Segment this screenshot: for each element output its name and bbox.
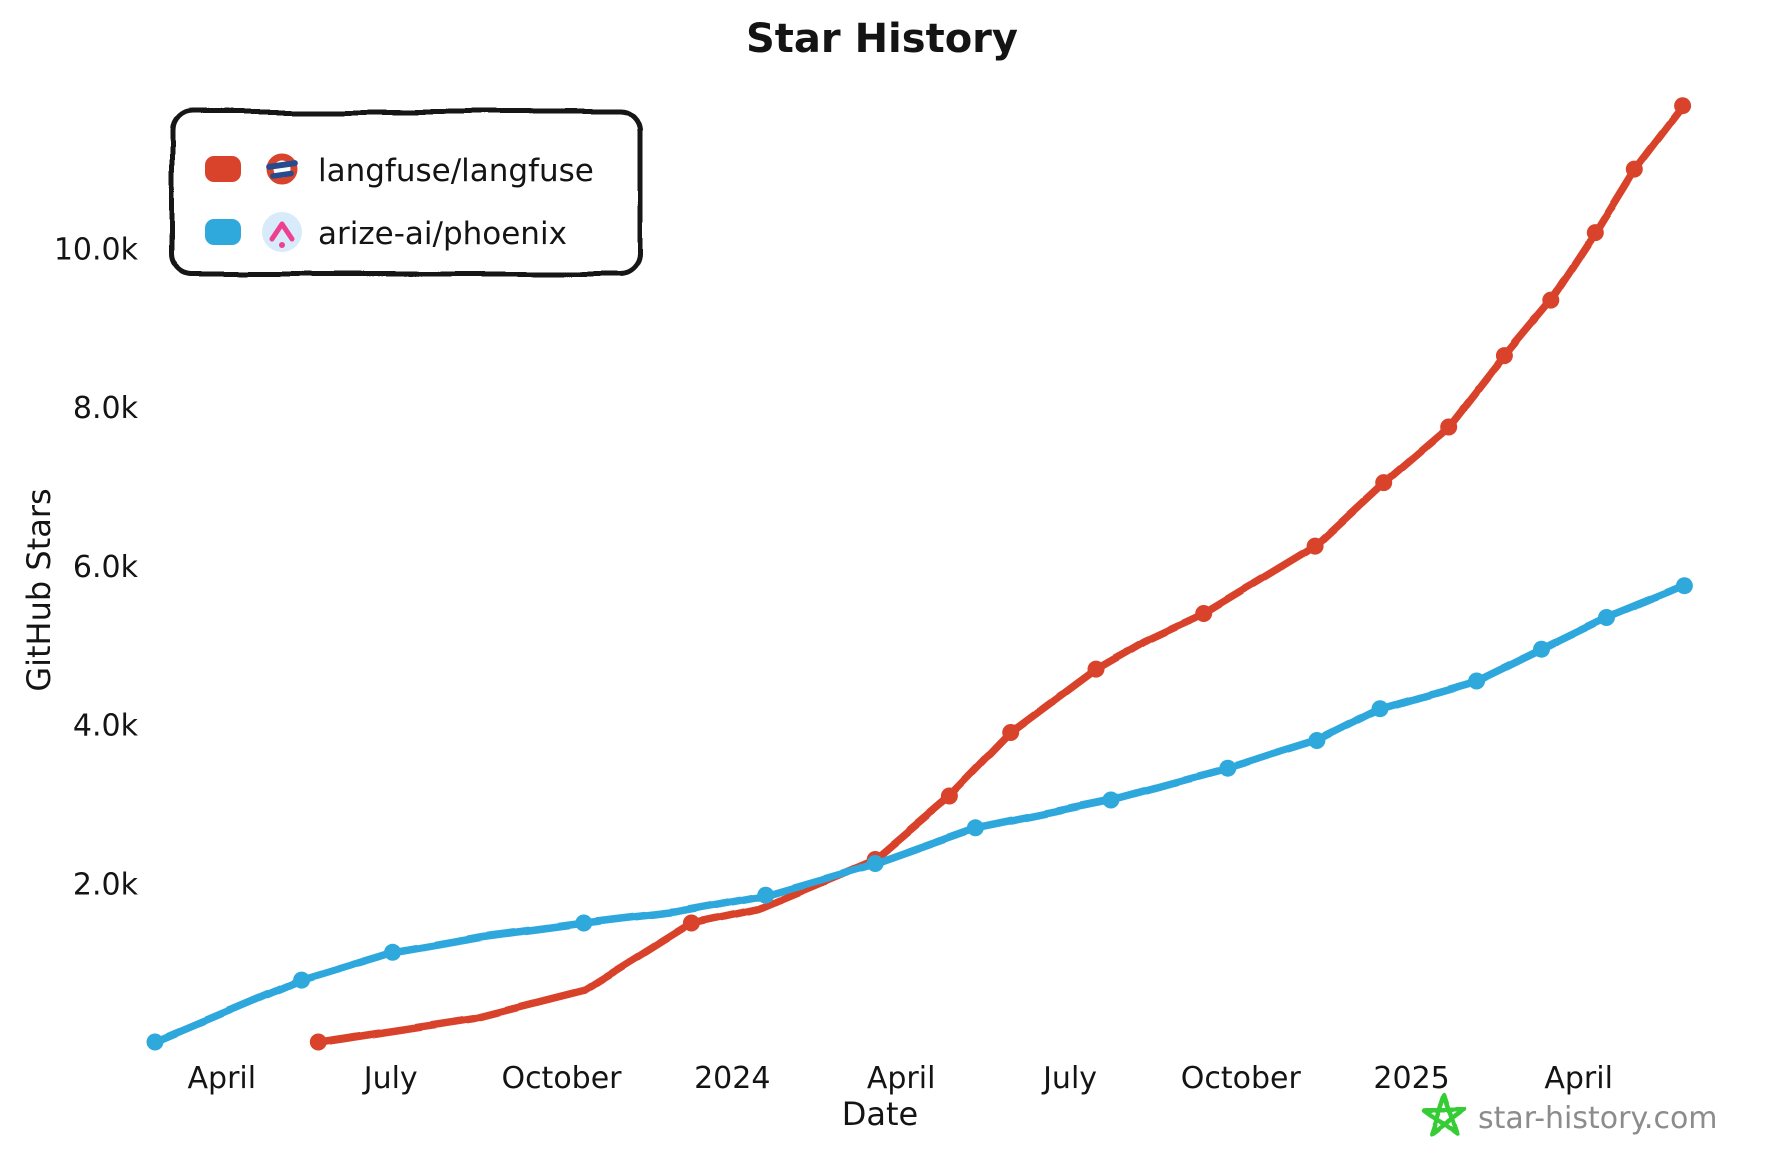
x-tick-label: July [1041,1061,1097,1096]
data-point-langfuse-langfuse [1375,474,1393,492]
data-point-arize-ai-phoenix [293,971,311,989]
data-point-arize-ai-phoenix [866,855,884,872]
legend-item-langfuse: langfuse/langfuse [205,153,594,189]
x-tick-label: October [501,1061,622,1096]
data-point-langfuse-langfuse [1195,605,1213,622]
x-tick-label: April [867,1061,936,1096]
data-point-arize-ai-phoenix [757,886,775,904]
data-point-arize-ai-phoenix [1219,759,1237,777]
y-tick-label: 8.0k [73,391,139,426]
data-point-langfuse-langfuse [1495,347,1513,365]
data-point-arize-ai-phoenix [1102,791,1120,809]
data-point-langfuse-langfuse [309,1033,327,1051]
x-tick-label: April [188,1061,257,1096]
data-point-arize-ai-phoenix [146,1033,164,1051]
legend-item-phoenix: arize-ai/phoenix [205,212,567,252]
data-point-arize-ai-phoenix [1598,609,1615,626]
langfuse-logo-icon [266,153,298,185]
data-point-arize-ai-phoenix [1675,577,1693,595]
y-tick-label: 4.0k [73,709,139,744]
x-tick-label: 2024 [694,1061,770,1096]
data-point-langfuse-langfuse [1625,160,1643,178]
data-point-langfuse-langfuse [1087,660,1105,678]
data-point-langfuse-langfuse [1002,724,1020,741]
x-tick-label: April [1544,1061,1613,1096]
y-tick-label: 2.0k [73,867,139,902]
x-tick-label: July [362,1061,418,1096]
y-tick-label: 10.0k [54,233,139,268]
watermark[interactable]: star-history.com [1422,1093,1718,1137]
data-point-langfuse-langfuse [1674,97,1692,115]
data-point-arize-ai-phoenix [1533,640,1550,658]
axis-tick-labels: April July October 2024 April July October 2025… [54,233,1613,1097]
x-tick-label: October [1181,1061,1302,1096]
x-tick-label: 2025 [1373,1061,1449,1096]
data-point-langfuse-langfuse [1306,537,1324,555]
star-icon [1422,1093,1468,1137]
watermark-link[interactable]: star-history.com [1478,1101,1718,1136]
langfuse-series-swatch [205,156,241,182]
x-axis-label: Date [842,1095,918,1133]
axes [135,81,1695,1057]
data-point-arize-ai-phoenix [966,819,984,837]
data-point-langfuse-langfuse [1542,291,1560,309]
phoenix-series-swatch [205,219,241,245]
data-point-arize-ai-phoenix [1308,732,1326,749]
data-point-langfuse-langfuse [1440,418,1458,436]
data-point-arize-ai-phoenix [1468,672,1486,690]
y-axis-label: GitHub Stars [20,488,58,691]
legend-label-langfuse: langfuse/langfuse [318,153,594,189]
data-point-arize-ai-phoenix [1371,700,1389,718]
series-lines [146,97,1693,1051]
data-point-arize-ai-phoenix [384,943,402,961]
legend: langfuse/langfuse arize-ai/phoenix [169,109,643,277]
legend-label-phoenix: arize-ai/phoenix [318,216,567,252]
data-point-arize-ai-phoenix [575,914,593,932]
data-point-langfuse-langfuse [1586,224,1604,242]
phoenix-logo-icon [262,212,302,252]
series-line-arize-ai-phoenix [151,581,1689,1046]
data-point-langfuse-langfuse [682,914,700,932]
y-tick-label: 6.0k [73,550,139,585]
data-point-langfuse-langfuse [940,787,958,805]
chart-title: Star History [746,16,1018,62]
